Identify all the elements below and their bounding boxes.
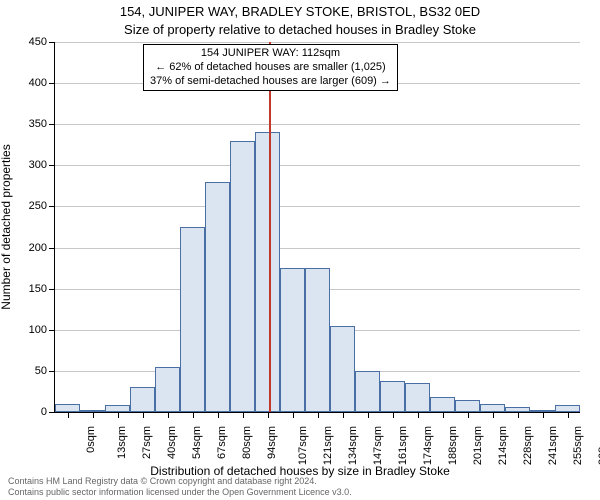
x-tick-label: 94sqm bbox=[266, 426, 278, 459]
x-tick bbox=[193, 412, 194, 418]
y-tick bbox=[49, 83, 55, 84]
x-tick bbox=[493, 412, 494, 418]
y-tick bbox=[49, 412, 55, 413]
grid-line bbox=[55, 206, 580, 207]
x-tick-label: 80sqm bbox=[241, 426, 253, 459]
x-tick bbox=[568, 412, 569, 418]
x-tick-label: 201sqm bbox=[472, 426, 484, 465]
page-title: 154, JUNIPER WAY, BRADLEY STOKE, BRISTOL… bbox=[0, 4, 600, 19]
x-tick bbox=[293, 412, 294, 418]
y-tick-label: 50 bbox=[7, 365, 47, 377]
x-tick bbox=[143, 412, 144, 418]
histogram-bar bbox=[230, 141, 255, 412]
y-tick-label: 350 bbox=[7, 118, 47, 130]
y-tick bbox=[49, 330, 55, 331]
x-tick bbox=[243, 412, 244, 418]
x-tick bbox=[318, 412, 319, 418]
x-tick-label: 241sqm bbox=[547, 426, 559, 465]
histogram-bar bbox=[280, 268, 305, 412]
histogram-bar bbox=[330, 326, 355, 412]
y-tick-label: 0 bbox=[7, 406, 47, 418]
x-tick-label: 121sqm bbox=[322, 426, 334, 465]
x-tick-label: 147sqm bbox=[372, 426, 384, 465]
marker-line bbox=[269, 42, 271, 412]
x-tick-label: 40sqm bbox=[166, 426, 178, 459]
x-tick bbox=[468, 412, 469, 418]
x-tick-label: 174sqm bbox=[422, 426, 434, 465]
y-tick bbox=[49, 289, 55, 290]
y-tick-label: 300 bbox=[7, 159, 47, 171]
x-tick bbox=[543, 412, 544, 418]
y-tick bbox=[49, 371, 55, 372]
histogram-bar bbox=[480, 404, 505, 412]
y-tick-label: 400 bbox=[7, 77, 47, 89]
credits-line2: Contains public sector information licen… bbox=[8, 487, 352, 498]
x-tick-label: 134sqm bbox=[347, 426, 359, 465]
x-tick-label: 67sqm bbox=[216, 426, 228, 459]
y-tick bbox=[49, 42, 55, 43]
x-tick bbox=[418, 412, 419, 418]
histogram-bar bbox=[205, 182, 230, 412]
grid-line bbox=[55, 124, 580, 125]
y-tick-label: 450 bbox=[7, 36, 47, 48]
grid-line bbox=[55, 165, 580, 166]
histogram-bar bbox=[405, 383, 430, 412]
y-tick bbox=[49, 165, 55, 166]
histogram-bar bbox=[180, 227, 205, 412]
x-tick bbox=[118, 412, 119, 418]
x-tick bbox=[368, 412, 369, 418]
grid-line bbox=[55, 42, 580, 43]
x-tick bbox=[268, 412, 269, 418]
histogram-bar bbox=[430, 397, 455, 412]
credits-line1: Contains HM Land Registry data © Crown c… bbox=[8, 476, 352, 487]
x-tick-label: 54sqm bbox=[191, 426, 203, 459]
annotation-box: 154 JUNIPER WAY: 112sqm← 62% of detached… bbox=[143, 44, 398, 91]
credits: Contains HM Land Registry data © Crown c… bbox=[8, 476, 352, 498]
x-tick-label: 161sqm bbox=[397, 426, 409, 465]
x-tick bbox=[443, 412, 444, 418]
page-subtitle: Size of property relative to detached ho… bbox=[0, 22, 600, 37]
x-tick bbox=[93, 412, 94, 418]
annotation-line: 154 JUNIPER WAY: 112sqm bbox=[150, 47, 391, 61]
y-tick bbox=[49, 248, 55, 249]
y-tick-label: 250 bbox=[7, 200, 47, 212]
plot-area: 0501001502002503003504004500sqm13sqm27sq… bbox=[54, 42, 580, 413]
x-tick bbox=[168, 412, 169, 418]
x-tick bbox=[393, 412, 394, 418]
x-tick-label: 188sqm bbox=[447, 426, 459, 465]
x-tick bbox=[343, 412, 344, 418]
x-tick bbox=[518, 412, 519, 418]
x-tick bbox=[68, 412, 69, 418]
x-tick-label: 255sqm bbox=[572, 426, 584, 465]
histogram-bar bbox=[305, 268, 330, 412]
x-tick-label: 107sqm bbox=[297, 426, 309, 465]
histogram-bar bbox=[455, 400, 480, 412]
histogram-bar bbox=[155, 367, 180, 412]
chart-container: 154, JUNIPER WAY, BRADLEY STOKE, BRISTOL… bbox=[0, 0, 600, 500]
x-tick-label: 268sqm bbox=[597, 426, 600, 465]
y-tick-label: 200 bbox=[7, 242, 47, 254]
y-tick bbox=[49, 124, 55, 125]
annotation-line: 37% of semi-detached houses are larger (… bbox=[150, 75, 391, 89]
x-tick-label: 13sqm bbox=[116, 426, 128, 459]
grid-line bbox=[55, 248, 580, 249]
x-tick-label: 228sqm bbox=[522, 426, 534, 465]
histogram-bar bbox=[355, 371, 380, 412]
histogram-bar bbox=[55, 404, 80, 412]
histogram-bar bbox=[380, 381, 405, 412]
x-tick-label: 27sqm bbox=[141, 426, 153, 459]
y-tick bbox=[49, 206, 55, 207]
y-tick-label: 100 bbox=[7, 324, 47, 336]
histogram-bar bbox=[255, 132, 280, 412]
x-tick bbox=[218, 412, 219, 418]
x-tick-label: 214sqm bbox=[497, 426, 509, 465]
x-tick-label: 0sqm bbox=[84, 426, 96, 453]
annotation-line: ← 62% of detached houses are smaller (1,… bbox=[150, 61, 391, 75]
y-tick-label: 150 bbox=[7, 283, 47, 295]
histogram-bar bbox=[130, 387, 155, 412]
